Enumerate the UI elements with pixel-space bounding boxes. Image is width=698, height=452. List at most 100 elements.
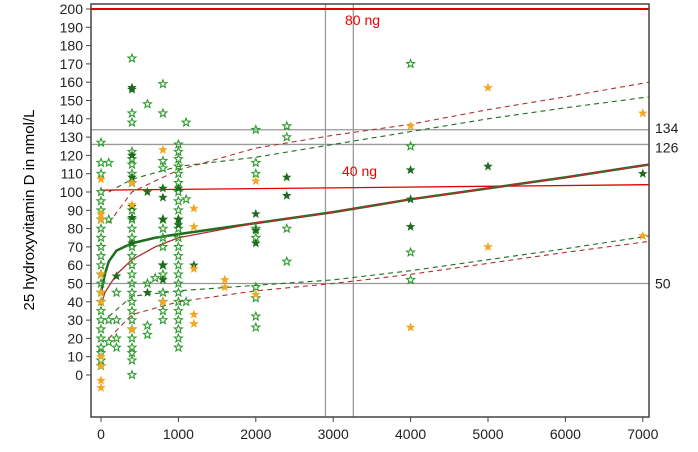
data-point-star	[103, 336, 115, 347]
y-tick-label: 160	[60, 74, 84, 90]
data-point-star	[95, 156, 107, 168]
data-point-star	[158, 214, 168, 224]
data-point-star	[172, 332, 184, 344]
data-point-star	[180, 193, 192, 204]
data-point-star	[281, 222, 293, 234]
y-tick-label: 170	[60, 56, 84, 72]
data-point-star	[405, 140, 417, 151]
x-tick-label: 3000	[318, 426, 349, 442]
data-point-star	[142, 277, 153, 289]
data-point-star	[126, 369, 138, 380]
data-point-star	[638, 108, 648, 118]
data-point-star	[172, 241, 184, 252]
data-point-star	[111, 271, 122, 281]
axes: 0 10 20 30 40 50 60 70 80 90 100 110 120 130 140 150 160…	[60, 1, 659, 442]
data-point-star	[172, 222, 184, 234]
data-point-star	[158, 274, 168, 284]
data-point-star	[126, 305, 138, 316]
data-point-star	[250, 292, 262, 303]
data-point-star	[250, 156, 262, 168]
y-tick-label: 60	[67, 257, 83, 273]
y-tick-label: 180	[60, 38, 84, 54]
data-point-star	[172, 186, 184, 197]
data-point-star	[251, 238, 261, 248]
y-tick-label: 200	[60, 1, 84, 17]
data-point-star	[405, 246, 417, 258]
data-point-star	[96, 269, 106, 279]
data-point-star	[96, 214, 106, 224]
data-point-star	[127, 150, 137, 160]
data-points	[95, 52, 648, 392]
data-point-star	[250, 124, 262, 135]
data-point-star	[250, 310, 262, 322]
data-point-star	[149, 272, 161, 283]
data-point-star	[405, 194, 416, 204]
y-tick-label: 0	[75, 367, 83, 383]
threshold-label: 40 ng	[342, 163, 377, 179]
reference-lines: 134 126 50 80 ng 40 ng	[91, 4, 679, 417]
data-point-star	[111, 314, 122, 325]
data-point-star	[172, 259, 184, 270]
data-point-star	[281, 172, 292, 182]
data-point-star	[483, 241, 493, 251]
data-point-star	[95, 186, 107, 197]
data-point-star	[405, 121, 416, 131]
data-point-star	[172, 323, 184, 334]
data-point-star	[189, 203, 199, 213]
data-point-star	[95, 259, 107, 270]
y-axis-label: 25 hydroxyvitamin D in nmol/L	[21, 110, 38, 311]
data-point-star	[142, 98, 153, 109]
data-point-star	[96, 382, 106, 392]
data-point-star	[111, 332, 122, 344]
data-point-star	[126, 52, 138, 64]
data-point-star	[142, 329, 153, 340]
data-point-star	[157, 314, 169, 325]
data-point-star	[281, 131, 293, 142]
data-point-star	[95, 250, 107, 261]
data-point-star	[172, 204, 184, 215]
data-point-star	[220, 274, 230, 284]
x-tick-label: 1000	[163, 426, 194, 442]
data-point-star	[95, 314, 107, 325]
data-point-star	[157, 162, 169, 173]
data-point-star	[189, 318, 199, 328]
data-point-star	[96, 287, 106, 297]
data-point-star	[189, 263, 199, 273]
data-point-star	[180, 296, 192, 307]
data-point-star	[103, 213, 115, 225]
data-point-star	[96, 174, 106, 184]
data-point-star	[405, 322, 416, 332]
data-point-star	[96, 351, 106, 361]
y-tick-label: 150	[60, 93, 84, 109]
reference-label-134: 134	[655, 120, 679, 136]
data-point-star	[127, 199, 137, 209]
data-point-star	[483, 161, 493, 171]
y-tick-label: 40	[67, 294, 83, 310]
data-point-star	[250, 167, 262, 179]
data-point-star	[158, 192, 168, 202]
threshold-line	[100, 184, 650, 191]
data-point-star	[405, 165, 416, 175]
fit-curve-dashed-red	[108, 240, 650, 339]
data-point-star	[127, 177, 137, 187]
data-point-star	[95, 195, 107, 206]
data-point-star	[157, 286, 169, 298]
data-point-star	[126, 116, 138, 128]
data-point-star	[142, 287, 153, 297]
data-point-star	[251, 175, 261, 186]
data-point-star	[172, 277, 184, 289]
data-point-star	[126, 268, 138, 279]
y-tick-label: 70	[67, 239, 83, 255]
data-point-star	[172, 250, 184, 261]
data-point-star	[95, 332, 107, 344]
y-tick-label: 30	[67, 312, 83, 328]
data-point-star	[281, 255, 293, 267]
data-point-star	[95, 241, 107, 252]
data-point-star	[172, 232, 184, 243]
data-point-star	[251, 289, 261, 299]
data-point-star	[158, 296, 168, 306]
data-point-star	[127, 212, 137, 222]
data-point-star	[103, 314, 115, 325]
x-tick-label: 5000	[472, 426, 503, 442]
